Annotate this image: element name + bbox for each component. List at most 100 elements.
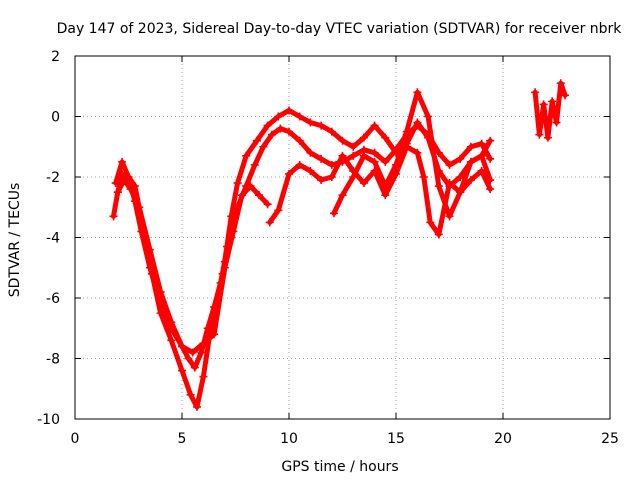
data-point: [531, 88, 540, 97]
data-point: [295, 136, 304, 145]
data-point: [413, 88, 422, 97]
data-point: [338, 151, 347, 160]
data-point: [477, 139, 486, 148]
data-point: [561, 91, 570, 100]
data-point: [190, 363, 199, 372]
series-line: [532, 80, 568, 141]
data-point: [178, 366, 186, 375]
data-point: [259, 142, 268, 151]
data-point: [237, 191, 246, 200]
series-group: [109, 79, 570, 411]
data-point: [306, 148, 315, 157]
x-axis-label: GPS time / hours: [281, 459, 398, 475]
data-point: [392, 160, 400, 169]
y-axis-label: SDTVAR / TECUs: [7, 183, 23, 298]
data-point: [267, 130, 276, 139]
data-point: [548, 97, 557, 106]
data-point: [445, 179, 454, 188]
chart-title: Day 147 of 2023, Sidereal Day-to-day VTE…: [57, 21, 623, 37]
data-point: [413, 121, 422, 130]
data-point: [118, 157, 127, 166]
data-point: [349, 151, 358, 160]
x-tick-label: 10: [280, 431, 298, 447]
data-point: [424, 112, 433, 121]
data-point: [456, 188, 465, 197]
data-point: [556, 79, 565, 88]
data-point: [220, 263, 229, 272]
data-point: [359, 151, 368, 160]
data-point: [156, 287, 165, 296]
data-point: [456, 173, 465, 181]
data-point: [381, 157, 390, 166]
data-point: [306, 118, 315, 127]
ticks: 0 5 10 15 20 25 -10 -8 -6 -4 -2 0 2: [37, 49, 619, 447]
data-point: [456, 154, 465, 163]
data-point: [381, 191, 390, 200]
series-track-6: [531, 79, 570, 142]
series-track-5: [329, 88, 495, 221]
data-point: [210, 330, 219, 339]
y-tick-label: -6: [46, 291, 60, 307]
data-point: [135, 203, 144, 212]
data-point: [359, 133, 368, 142]
data-point: [263, 200, 272, 209]
data-point: [338, 191, 347, 200]
data-point: [327, 173, 336, 181]
data-point: [317, 176, 326, 185]
data-point: [199, 339, 208, 348]
data-point: [370, 157, 379, 166]
data-point: [381, 182, 390, 191]
data-point: [229, 227, 238, 236]
data-point: [445, 160, 454, 169]
data-point: [434, 182, 443, 191]
x-tick-label: 15: [387, 431, 405, 447]
data-point: [543, 133, 552, 142]
data-point: [167, 336, 176, 345]
data-point: [242, 151, 251, 160]
data-point: [466, 142, 475, 151]
data-point: [317, 121, 326, 130]
y-tick-label: -2: [46, 170, 60, 186]
data-point: [349, 173, 358, 181]
data-point: [250, 160, 259, 169]
data-point: [552, 118, 561, 127]
data-point: [413, 148, 422, 157]
data-point: [199, 372, 208, 381]
data-point: [285, 106, 293, 115]
data-point: [295, 112, 304, 121]
y-tick-label: 0: [51, 110, 60, 126]
data-point: [178, 342, 186, 351]
data-point: [535, 130, 544, 139]
x-tick-label: 20: [494, 431, 512, 447]
data-point: [167, 318, 176, 327]
data-point: [329, 209, 338, 218]
data-point: [203, 324, 212, 333]
data-point: [263, 121, 272, 130]
data-point: [338, 136, 347, 145]
data-point: [327, 160, 336, 169]
data-point: [327, 127, 336, 136]
y-tick-label: 2: [51, 49, 60, 65]
data-point: [274, 112, 283, 121]
y-tick-label: -8: [46, 352, 60, 368]
data-point: [419, 173, 428, 181]
data-point: [486, 176, 495, 185]
data-point: [126, 185, 135, 194]
data-point: [466, 176, 475, 185]
data-point: [381, 133, 390, 142]
data-point: [246, 182, 255, 191]
x-tick-label: 0: [71, 431, 80, 447]
data-point: [120, 176, 129, 185]
data-point: [285, 169, 293, 178]
data-point: [445, 212, 454, 221]
data-point: [466, 157, 475, 166]
x-tick-label: 25: [601, 431, 619, 447]
data-point: [113, 188, 122, 197]
data-point: [233, 179, 242, 188]
data-point: [111, 179, 120, 188]
data-point: [306, 166, 315, 175]
y-tick-label: -10: [37, 412, 60, 428]
series-track-3: [113, 176, 272, 357]
data-point: [255, 191, 264, 200]
